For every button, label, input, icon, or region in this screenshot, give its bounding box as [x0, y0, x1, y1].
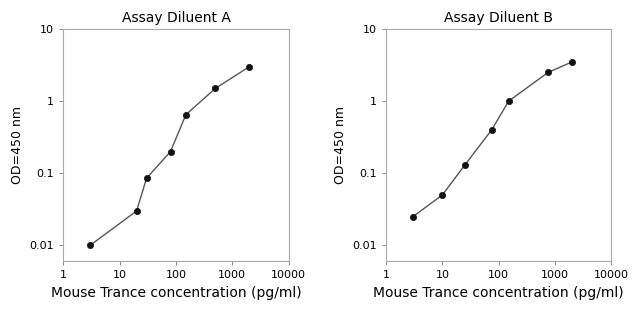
- X-axis label: Mouse Trance concentration (pg/ml): Mouse Trance concentration (pg/ml): [373, 286, 624, 300]
- Title: Assay Diluent A: Assay Diluent A: [122, 11, 230, 25]
- Y-axis label: OD=450 nm: OD=450 nm: [11, 106, 24, 184]
- Y-axis label: OD=450 nm: OD=450 nm: [334, 106, 347, 184]
- Title: Assay Diluent B: Assay Diluent B: [444, 11, 553, 25]
- X-axis label: Mouse Trance concentration (pg/ml): Mouse Trance concentration (pg/ml): [51, 286, 301, 300]
